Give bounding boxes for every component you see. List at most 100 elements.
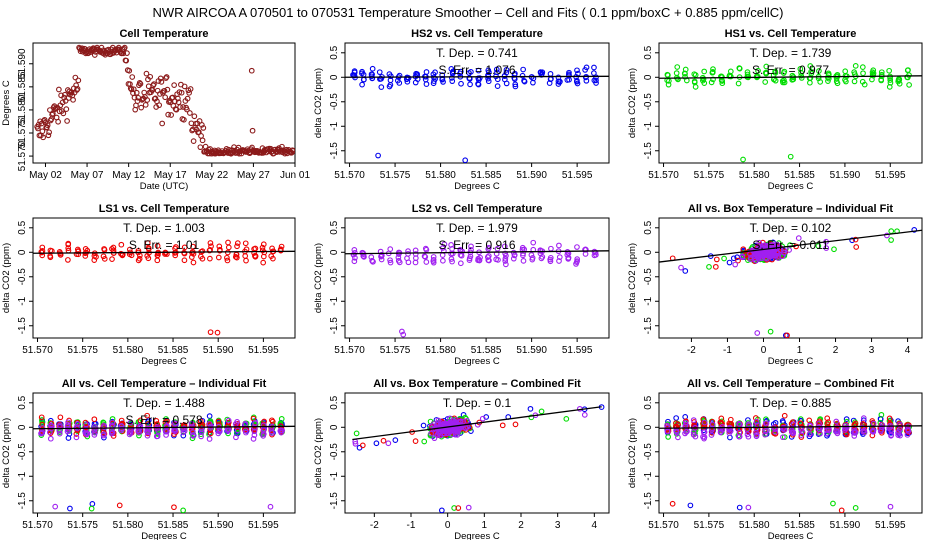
- x-tick-label: 51.570: [22, 520, 53, 531]
- y-axis-label: delta CO2 (ppm): [1, 418, 12, 488]
- data-point: [40, 134, 46, 141]
- data-point: [736, 433, 743, 440]
- data-point: [762, 79, 769, 85]
- data-point: [289, 147, 295, 154]
- data-point: [421, 438, 428, 445]
- data-point: [798, 432, 805, 438]
- data-point: [428, 430, 434, 437]
- data-point: [583, 64, 590, 71]
- data-point: [815, 243, 822, 249]
- data-point: [463, 424, 469, 431]
- data-point: [171, 504, 177, 511]
- y-tick-label: 0.5: [643, 45, 654, 59]
- data-point: [198, 253, 204, 260]
- data-point: [780, 434, 786, 441]
- data-point: [852, 63, 859, 69]
- data-point: [726, 73, 733, 80]
- plot-frame: [32, 42, 296, 164]
- panel-title: LS2 vs. Cell Temperature: [412, 203, 543, 215]
- data-point: [268, 253, 275, 259]
- y-tick-label: -0.5: [643, 443, 654, 461]
- y-tick-label: 0: [17, 249, 28, 255]
- data-point: [493, 66, 500, 73]
- data-point: [234, 427, 241, 434]
- data-point: [74, 85, 81, 92]
- panel-title: LS1 vs. Cell Temperature: [99, 203, 230, 215]
- data-point: [870, 67, 877, 74]
- data-point: [127, 419, 134, 426]
- data-point: [719, 78, 726, 84]
- data-point: [162, 94, 169, 101]
- data-point: [499, 422, 506, 429]
- data-point: [449, 427, 456, 434]
- data-point: [405, 251, 411, 257]
- data-point: [375, 152, 381, 159]
- data-point: [905, 426, 911, 433]
- panel-p7: All vs. Cell Temperature – Individual Fi…: [1, 378, 296, 540]
- data-point: [449, 70, 456, 77]
- data-point: [447, 419, 454, 426]
- x-tick-label: 51.585: [784, 170, 815, 181]
- data-point: [510, 249, 517, 256]
- data-point: [352, 440, 359, 447]
- x-axis-label: Date (UTC): [140, 181, 189, 192]
- data-point: [156, 102, 163, 109]
- data-point: [479, 415, 486, 422]
- data-point: [67, 505, 73, 512]
- data-point: [878, 69, 885, 76]
- data-point: [709, 418, 716, 425]
- x-tick-label: 3: [869, 345, 875, 356]
- data-point: [184, 95, 191, 102]
- x-axis-label: Degrees C: [768, 356, 814, 367]
- data-point: [753, 429, 759, 436]
- data-point: [187, 110, 193, 116]
- data-point: [673, 70, 680, 76]
- data-point: [395, 257, 402, 264]
- data-point: [852, 504, 859, 511]
- panel-title: Cell Temperature: [119, 28, 208, 40]
- data-point: [207, 430, 214, 437]
- data-point: [65, 245, 72, 252]
- data-point: [200, 125, 207, 131]
- x-tick-label: 51.595: [248, 345, 279, 356]
- data-point: [56, 86, 62, 93]
- data-point: [39, 244, 46, 251]
- data-point: [190, 243, 196, 250]
- data-point: [143, 70, 150, 77]
- data-point: [252, 420, 258, 427]
- data-point: [164, 86, 171, 93]
- data-point: [502, 258, 509, 264]
- x-tick-label: 51.585: [784, 520, 815, 531]
- data-point: [234, 240, 241, 246]
- panel-p6: All vs. Box Temperature – Individual Fit…: [627, 203, 923, 367]
- data-point: [581, 412, 588, 418]
- x-axis-label: Degrees C: [454, 531, 500, 540]
- x-axis-label: Degrees C: [141, 531, 187, 540]
- y-tick-label: -1: [643, 121, 654, 130]
- data-point: [457, 70, 463, 77]
- x-axis-label: Degrees C: [768, 181, 814, 192]
- data-point: [225, 244, 232, 251]
- data-point: [843, 424, 850, 431]
- data-point: [353, 430, 360, 437]
- y-tick-label: -1: [329, 296, 340, 305]
- data-point: [137, 81, 144, 87]
- data-point: [65, 422, 71, 428]
- data-point: [144, 240, 151, 246]
- fit-line: [658, 75, 923, 79]
- data-point: [198, 122, 205, 128]
- data-point: [574, 256, 581, 262]
- data-point: [269, 430, 275, 436]
- y-axis-label: delta CO2 (ppm): [627, 418, 638, 488]
- data-point: [591, 64, 597, 71]
- data-point: [886, 415, 893, 422]
- figure-title: NWR AIRCOA A 070501 to 070531 Temperatur…: [153, 5, 784, 20]
- data-point: [180, 507, 186, 513]
- data-point: [73, 434, 80, 441]
- data-point: [763, 70, 770, 77]
- data-point: [563, 415, 570, 422]
- x-tick-label: 51.595: [875, 520, 906, 531]
- data-point: [118, 417, 125, 424]
- data-points: [38, 239, 285, 336]
